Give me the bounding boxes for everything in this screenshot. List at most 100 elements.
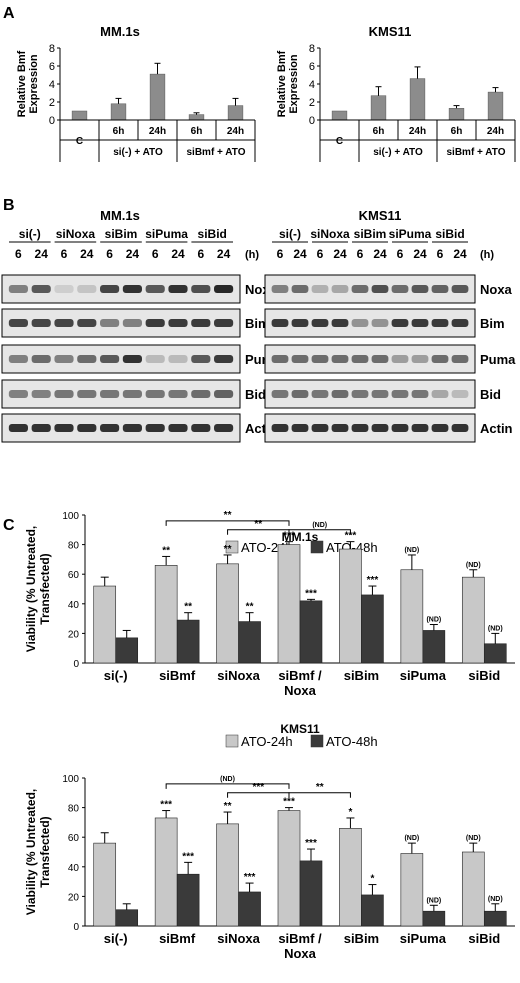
y-tick-label: 40 — [68, 600, 80, 611]
lane-group-label: siPuma — [145, 227, 188, 241]
x-tick-label-line: siBmf / — [278, 668, 322, 683]
significance-label: *** — [305, 588, 317, 599]
bar — [216, 563, 239, 664]
x-tick-label-line: siBmf / — [278, 931, 322, 946]
bar — [487, 91, 504, 121]
legend-swatch — [225, 734, 239, 748]
bar — [176, 873, 200, 927]
blot-band — [122, 319, 142, 327]
blot-band — [145, 390, 165, 398]
significance-bracket — [288, 529, 351, 535]
blot-strip — [264, 344, 476, 374]
legend-label: ATO-48h — [326, 734, 378, 749]
blot-title: KMS11 — [359, 208, 402, 223]
significance-label: ** — [246, 602, 254, 613]
bar — [361, 594, 384, 664]
blot-band — [31, 285, 51, 293]
blot-band — [54, 390, 74, 398]
blot-band — [391, 424, 409, 432]
blot-band — [391, 390, 409, 398]
bar — [400, 853, 424, 927]
x-tick-label-line: Noxa — [284, 946, 317, 961]
y-axis-label-line: Transfected) — [38, 816, 52, 887]
x-tick-label: si(-) — [104, 931, 128, 946]
blot-band — [451, 424, 469, 432]
blot-band — [54, 355, 74, 363]
lane-label: 6 — [397, 247, 404, 261]
bar — [115, 909, 139, 927]
blot-band — [411, 424, 429, 432]
y-tick-label: 80 — [68, 541, 80, 552]
significance-bracket — [165, 783, 290, 789]
blot-band — [351, 319, 369, 327]
blot-band — [100, 390, 120, 398]
bar — [299, 600, 323, 664]
chart-title: KMS11 — [369, 24, 412, 39]
blot-band — [331, 355, 349, 363]
significance-bracket — [165, 520, 290, 526]
y-axis-label-line: Transfected) — [38, 553, 52, 624]
blot-band — [168, 390, 188, 398]
panel-label-c: C — [3, 517, 15, 534]
y-tick-label: 80 — [68, 804, 80, 815]
blot-band — [451, 319, 469, 327]
significance-label: (ND) — [466, 562, 481, 569]
y-axis-label-line: Viability (% Untreated, — [24, 789, 38, 915]
lane-label: 24 — [80, 247, 94, 261]
lane-group-label: si(-) — [19, 227, 41, 241]
y-tick-label: 2 — [49, 97, 55, 109]
x-tick-label: 6h — [451, 126, 463, 137]
time-unit-label: (h) — [245, 249, 259, 261]
bar — [149, 73, 166, 121]
lane-label: 24 — [126, 247, 140, 261]
protein-label: Actin — [480, 421, 513, 436]
blot-band — [271, 355, 289, 363]
x-tick-label: 6h — [113, 126, 125, 137]
lane-label: 6 — [152, 247, 159, 261]
lane-label: 24 — [217, 247, 231, 261]
blot-band — [54, 319, 74, 327]
blot-band — [168, 319, 188, 327]
lane-group-label: siBim — [105, 227, 138, 241]
protein-label: Puma — [480, 352, 516, 367]
blot-band — [214, 285, 234, 293]
significance-label: *** — [283, 797, 295, 808]
blot-band — [311, 319, 329, 327]
bar — [448, 108, 465, 121]
lane-group-label: si(-) — [279, 227, 301, 241]
blot-band — [371, 319, 389, 327]
blot-band — [214, 319, 234, 327]
blot-band — [451, 355, 469, 363]
bar — [216, 823, 239, 927]
blot-band — [77, 355, 97, 363]
lane-label: 6 — [106, 247, 113, 261]
lane-group-label: siPuma — [389, 227, 432, 241]
x-tick-label: 24h — [227, 126, 244, 137]
blot-band — [100, 424, 120, 432]
blot-band — [214, 390, 234, 398]
lane-label: 24 — [453, 247, 467, 261]
bar — [110, 103, 127, 121]
blot-band — [271, 285, 289, 293]
blot-band — [77, 390, 97, 398]
blot-band — [451, 285, 469, 293]
blot-band — [411, 319, 429, 327]
blot-band — [431, 319, 449, 327]
blot-band — [331, 390, 349, 398]
y-tick-label: 0 — [73, 922, 79, 933]
bar — [483, 910, 507, 927]
y-tick-label: 2 — [309, 97, 315, 109]
protein-label: Noxa — [480, 282, 513, 297]
blot-band — [122, 424, 142, 432]
x-tick-label: siBim — [344, 931, 379, 946]
blot-band — [331, 319, 349, 327]
blot-band — [8, 424, 28, 432]
lane-label: 6 — [277, 247, 284, 261]
significance-label: *** — [345, 531, 357, 542]
y-axis-label: Relative BmfExpression — [16, 50, 40, 117]
blot-band — [311, 355, 329, 363]
significance-label: ** — [184, 602, 192, 613]
blot-band — [31, 319, 51, 327]
